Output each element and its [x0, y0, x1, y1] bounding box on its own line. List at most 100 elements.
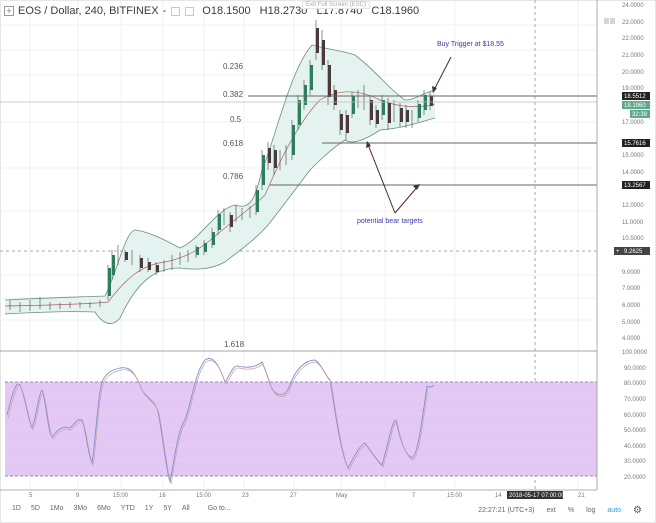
- osc-tick: 50.0000: [624, 428, 646, 434]
- bear-arrow-right-head-icon: [413, 184, 420, 190]
- time-tick: 21: [578, 493, 585, 499]
- osc-tick: 90.0000: [624, 366, 646, 372]
- price-tick: 17.0000: [622, 120, 644, 126]
- countdown-tag: [630, 110, 650, 118]
- exit-fullscreen-button[interactable]: Exit Full Screen (ESC): [302, 1, 371, 9]
- open-value: O18.1500: [202, 5, 251, 17]
- chart-canvas[interactable]: 0.236 0.382 0.5 0.618 0.786 Buy Trigger …: [0, 0, 656, 500]
- osc-tick: 40.0000: [624, 444, 646, 450]
- price-tick: 22.0000: [622, 36, 644, 42]
- price-axis[interactable]: 24.0000 23.0000 22.0000 21.0000 20.0000 …: [622, 3, 644, 342]
- time-tick: May: [336, 493, 347, 499]
- range-1y[interactable]: 1Y: [144, 505, 154, 512]
- time-tick: 27: [290, 493, 297, 499]
- range-ytd[interactable]: YTD: [120, 505, 135, 512]
- osc-tick: 80.0000: [624, 381, 646, 387]
- time-tick: 15:00: [196, 493, 212, 499]
- price-tick: 7.0000: [622, 286, 641, 292]
- price-tick: 5.0000: [622, 320, 641, 326]
- time-tick: 5: [29, 493, 33, 499]
- bear-arrow-left: [366, 141, 396, 214]
- scale-controls: 22:27:21 (UTC+3) ext % log auto ⚙: [478, 505, 642, 516]
- bear-targets-annotation[interactable]: potential bear targets: [357, 218, 423, 225]
- chart-header: + EOS / Dollar, 240, BITFINEX - O18.1500…: [4, 3, 425, 19]
- ext-toggle[interactable]: ext: [546, 507, 556, 514]
- osc-tick: 20.0000: [624, 475, 646, 481]
- range-6mo[interactable]: 6Mo: [97, 505, 111, 512]
- crosshair-date-tag: [507, 491, 563, 499]
- log-toggle[interactable]: log: [586, 507, 596, 514]
- time-tick: 15:00: [113, 493, 129, 499]
- auto-toggle[interactable]: auto: [607, 507, 622, 514]
- bollinger-fill: [5, 45, 435, 324]
- fib-label-0236: 0.236: [223, 62, 244, 71]
- title-dash: -: [162, 5, 167, 17]
- clock[interactable]: 22:27:21 (UTC+3): [478, 507, 535, 514]
- price-tick: 15.0000: [622, 153, 644, 159]
- stoch-d-line: [7, 360, 429, 485]
- price-tag-1325-text: 13.2567: [624, 183, 646, 189]
- symbol-title[interactable]: EOS / Dollar, 240, BITFINEX: [18, 5, 159, 17]
- high-value: H18.2730: [259, 5, 308, 17]
- price-tag-1325: [622, 181, 650, 189]
- hide-icon[interactable]: [171, 6, 181, 16]
- fib-label-0618: 0.618: [223, 139, 244, 148]
- range-5d[interactable]: 5D: [30, 505, 40, 512]
- osc-tick: 30.0000: [624, 459, 646, 465]
- osc-tick: 60.0000: [624, 413, 646, 419]
- range-5y[interactable]: 5Y: [163, 505, 172, 512]
- time-tick: 7: [412, 493, 416, 499]
- osc-tick: 100.0000: [622, 350, 648, 356]
- range-all[interactable]: All: [181, 505, 190, 512]
- crosshair-price-tag: [614, 247, 650, 255]
- time-axis[interactable]: 5 9 15:00 16 15:00 23 27 May 7 15:00 14 …: [29, 493, 585, 499]
- price-tick: 24.0000: [622, 3, 644, 9]
- bear-arrow-left-head-icon: [366, 141, 371, 148]
- ohlc-values: O18.1500 H18.2730 L17.8740 C18.1960: [202, 5, 425, 17]
- price-tick: 6.0000: [622, 303, 641, 309]
- price-tick: 20.0000: [622, 70, 644, 76]
- percent-toggle[interactable]: %: [567, 507, 575, 514]
- time-tick: 15:00: [447, 493, 463, 499]
- layout-toggle-icon[interactable]: [604, 18, 615, 24]
- price-tag-1576: [622, 139, 650, 147]
- candles: [9, 20, 433, 312]
- buy-arrow: [432, 56, 452, 93]
- price-tag-1576-text: 15.7616: [624, 141, 646, 147]
- price-tick: 4.0000: [622, 336, 641, 342]
- expand-symbol-icon[interactable]: +: [4, 6, 14, 16]
- price-tick: 14.0000: [622, 170, 644, 176]
- oscillator-axis[interactable]: 100.0000 90.0000 80.0000 70.0000 60.0000…: [622, 350, 648, 481]
- time-tick: 9: [76, 493, 80, 499]
- buy-arrow-head-icon: [432, 86, 437, 93]
- price-tag-last-text: 18.1960: [624, 103, 646, 109]
- buy-trigger-annotation[interactable]: Buy Trigger at $18.55: [437, 41, 504, 48]
- range-1mo[interactable]: 1Mo: [49, 505, 64, 512]
- price-tag-last: [622, 101, 650, 109]
- bollinger-upper: [4, 44, 436, 301]
- price-tick: 21.0000: [622, 53, 644, 59]
- time-tick: 14: [495, 493, 502, 499]
- fib-label-1618: 1.618: [224, 340, 245, 349]
- price-tick: 19.0000: [622, 86, 644, 92]
- crosshair-price-value: 9.2625: [624, 249, 643, 255]
- price-tick: 11.0000: [622, 220, 644, 226]
- fib-label-0786: 0.786: [223, 172, 244, 181]
- price-tick: 10.5000: [622, 236, 644, 242]
- gear-icon[interactable]: ⚙: [633, 505, 642, 516]
- crosshair-price-text: +: [616, 249, 620, 255]
- date-range-selector: 1D 5D 1Mo 3Mo 6Mo YTD 1Y 5Y All Go to...: [12, 505, 231, 512]
- range-3mo[interactable]: 3Mo: [73, 505, 88, 512]
- goto-button[interactable]: Go to...: [207, 505, 231, 512]
- osc-tick: 70.0000: [624, 397, 646, 403]
- price-tick: 9.0000: [622, 270, 641, 276]
- fib-label-0382: 0.382: [223, 90, 244, 99]
- countdown-text: 32:39: [632, 112, 648, 118]
- price-tick: 23.0000: [622, 20, 644, 26]
- settings-square-icon[interactable]: [185, 6, 195, 16]
- range-1d[interactable]: 1D: [12, 505, 21, 512]
- price-tick: 12.0000: [622, 203, 644, 209]
- bottom-toolbar: 1D 5D 1Mo 3Mo 6Mo YTD 1Y 5Y All Go to...…: [0, 499, 656, 523]
- time-tick: 23: [242, 493, 249, 499]
- bollinger-lower: [4, 117, 436, 324]
